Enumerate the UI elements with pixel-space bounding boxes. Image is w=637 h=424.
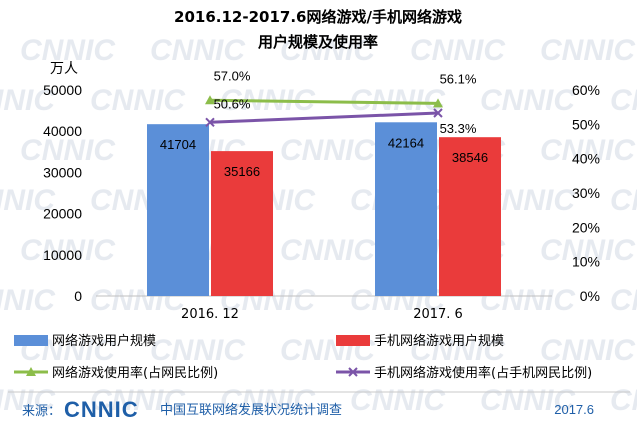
watermark-text: CNNIC [280,134,376,167]
watermark-text: CNNIC [20,34,116,67]
legend-label: 网络游戏用户规模 [52,333,156,349]
bar-data-label: 35166 [224,164,260,179]
watermark-text: CNNIC [540,334,636,367]
watermark-text: CNNIC [410,34,506,67]
y-right-tick-label: 60% [572,82,600,98]
line-point-x [205,117,215,127]
line-online-game-rate [209,98,439,105]
y-left-tick-label: 10000 [43,247,82,263]
watermark-text: CNNIC [0,184,56,217]
y-left-tick-label: 0 [74,288,82,304]
watermark-text: CNNIC [150,334,246,367]
watermark-text: CNNIC [280,34,376,67]
y-right-tick-label: 0% [580,288,600,304]
y-right-tick-label: 20% [572,219,600,235]
line-mobile-game-rate [209,111,439,124]
y-left-tick-label: 20000 [43,206,82,222]
watermark-text: CNNIC [540,234,636,267]
y-right-tick-label: 30% [572,185,600,201]
line-data-label: 50.6% [214,96,251,111]
watermark-text: CNNIC [20,234,116,267]
x-category-label: 2017. 6 [413,307,463,322]
watermark-text: CNNIC [610,84,637,117]
legend-label: 手机网络游戏用户规模 [374,333,504,349]
y-right-tick-label: 10% [572,254,600,270]
y-right-axis-ticks: 0% 10% 20% 30% 40% 50% 60% [572,82,600,304]
bar-online-game-users [147,124,209,296]
watermark-text: CNNIC [480,384,576,417]
watermark-text: CNNIC [280,234,376,267]
chart-title-line1: 2016.12-2017.6网络游戏/手机网络游戏 [174,8,462,26]
line-data-label: 53.3% [440,121,477,136]
bar-mobile-game-users [439,137,501,296]
legend-marker-triangle [26,367,36,376]
watermark-text: CNNIC [350,84,446,117]
y-right-tick-label: 40% [572,151,600,167]
legend-swatch [14,335,48,346]
watermark-text: CNNIC [540,34,636,67]
cnnic-logo-text: CNNIC [64,397,139,422]
watermark-text: CNNIC [610,184,637,217]
watermark-layer: CNNIC CNNIC CNNIC CNNIC CNNIC CNNIC CNNIC CNNIC… [0,34,637,417]
chart-title-line2: 用户规模及使用率 [258,33,378,51]
watermark-text: CNNIC [540,134,636,167]
watermark-text: CNNIC [0,284,56,317]
legend-label: 手机网络游戏使用率(占手机网民比例) [374,365,592,381]
legend-label: 网络游戏使用率(占网民比例) [52,365,218,381]
watermark-text: CNNIC [0,84,56,117]
bar-data-label: 41704 [160,137,196,152]
footer-source-label: 来源： [22,404,61,419]
line-point-x [433,108,443,118]
line-point-triangle [433,98,443,108]
line-data-label: 57.0% [214,68,251,83]
y-right-tick-label: 50% [572,116,600,132]
watermark-text: CNNIC [410,334,506,367]
watermark-text: CNNIC [610,384,637,417]
line-data-label: 56.1% [440,71,477,86]
watermark-text: CNNIC [20,134,116,167]
watermark-text: CNNIC [150,34,246,67]
footer-date: 2017.6 [554,402,594,417]
y-left-tick-label: 30000 [43,164,82,180]
line-point-triangle [205,95,215,105]
bar-data-label: 38546 [452,150,488,165]
legend-swatch [336,335,370,346]
y-left-unit-label: 万人 [50,60,78,76]
legend-marker-x [348,367,358,377]
y-left-axis-ticks: 0 10000 20000 30000 40000 50000 [43,82,82,304]
x-category-label: 2016. 12 [181,307,239,322]
watermark-text: CNNIC [90,84,186,117]
watermark-text: CNNIC [610,284,637,317]
bar-series-group: 41704 42164 35166 38546 [147,122,501,296]
watermark-text: CNNIC [0,384,56,417]
bar-online-game-users [375,122,437,296]
watermark-text: CNNIC [350,384,446,417]
watermark-text: CNNIC [90,384,186,417]
line-series-group: 57.0% 56.1% 50.6% 53.3% [205,68,477,136]
bar-data-label: 42164 [388,135,424,150]
cnnic-logo: CNNIC [64,397,139,422]
footer-org-name: 中国互联网络发展状况统计调查 [160,402,342,418]
y-left-tick-label: 50000 [43,82,82,98]
bar-mobile-game-users [211,151,273,296]
x-axis-category-labels: 2016. 12 2017. 6 [181,307,463,322]
watermark-text: CNNIC [480,84,576,117]
watermark-text: CNNIC [220,384,316,417]
y-left-tick-label: 40000 [43,123,82,139]
